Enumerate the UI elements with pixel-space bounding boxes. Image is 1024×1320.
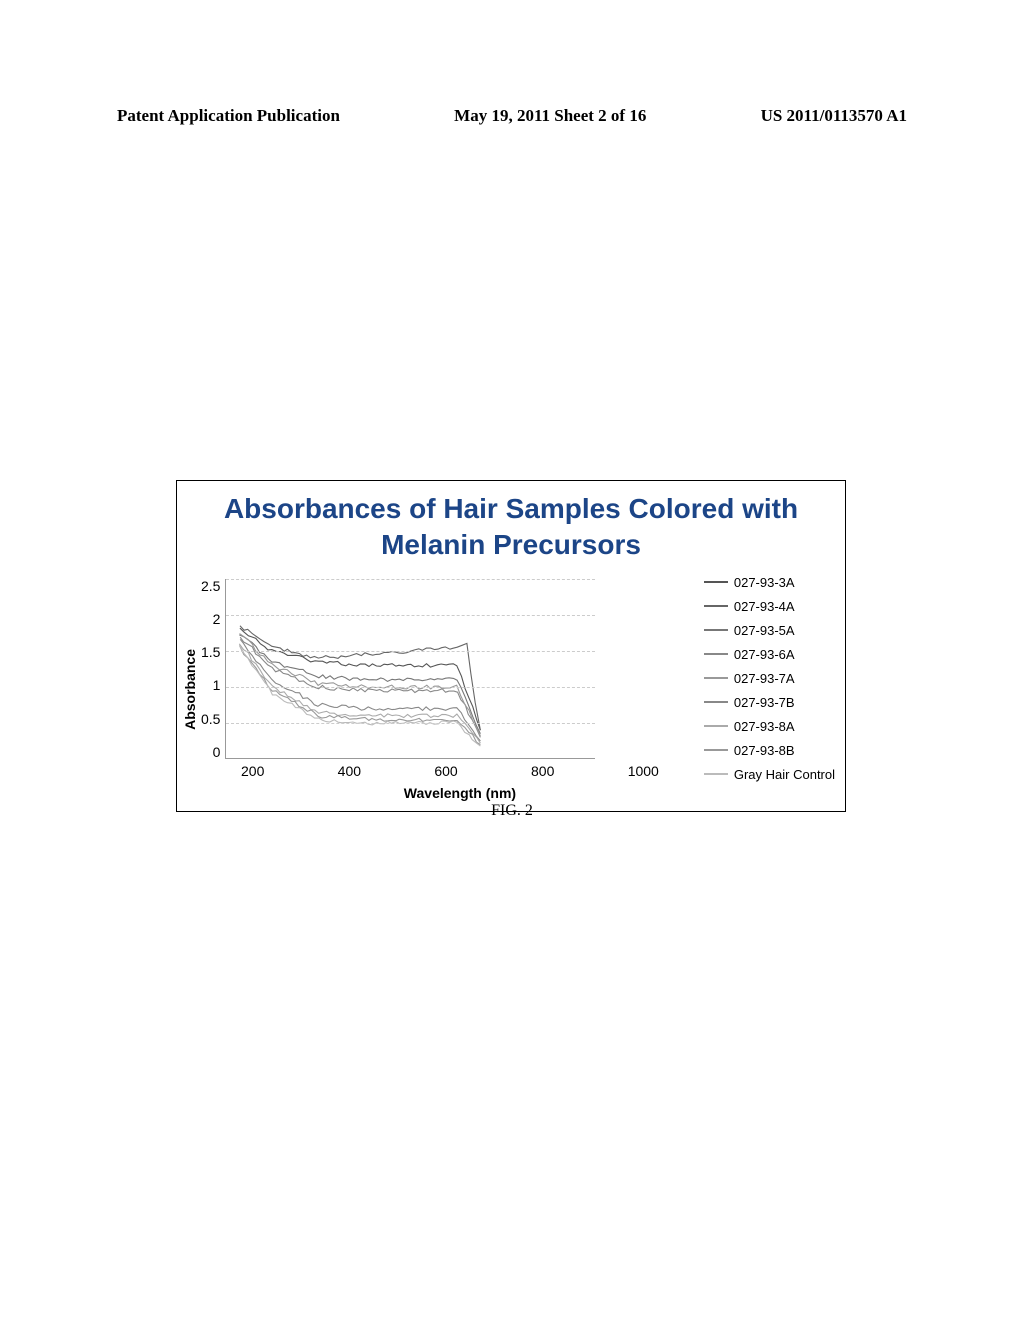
chart-ylabel: Absorbance bbox=[182, 649, 198, 730]
legend-swatch bbox=[704, 677, 728, 679]
legend-item: 027-93-4A bbox=[704, 599, 835, 614]
x-axis-ticks: 200 400 600 800 1000 bbox=[201, 763, 689, 779]
legend-label: 027-93-5A bbox=[734, 623, 795, 638]
legend-label: 027-93-8B bbox=[734, 743, 795, 758]
xtick: 200 bbox=[241, 763, 264, 779]
chart-title: Absorbances of Hair Samples Colored with… bbox=[177, 481, 845, 579]
chart-legend: 027-93-3A 027-93-4A 027-93-5A 027-93-6A 027-… bbox=[689, 575, 840, 801]
legend-item: 027-93-8A bbox=[704, 719, 835, 734]
header-publication-type: Patent Application Publication bbox=[117, 106, 340, 126]
ytick: 1 bbox=[213, 678, 221, 692]
xtick: 600 bbox=[434, 763, 457, 779]
legend-item: 027-93-7B bbox=[704, 695, 835, 710]
ytick: 0 bbox=[213, 745, 221, 759]
data-series-line bbox=[240, 635, 481, 734]
gridline bbox=[226, 687, 595, 688]
legend-swatch bbox=[704, 581, 728, 583]
chart-xlabel: Wavelength (nm) bbox=[201, 785, 689, 801]
legend-swatch bbox=[704, 749, 728, 751]
legend-item: 027-93-6A bbox=[704, 647, 835, 662]
legend-label: 027-93-4A bbox=[734, 599, 795, 614]
header-application-number: US 2011/0113570 A1 bbox=[761, 106, 907, 126]
data-series-line bbox=[240, 646, 481, 746]
legend-label: 027-93-8A bbox=[734, 719, 795, 734]
plot-area bbox=[225, 579, 595, 759]
legend-item: 027-93-5A bbox=[704, 623, 835, 638]
figure-container: Absorbances of Hair Samples Colored with… bbox=[176, 480, 846, 812]
legend-label: 027-93-6A bbox=[734, 647, 795, 662]
xtick: 800 bbox=[531, 763, 554, 779]
page-header: Patent Application Publication May 19, 2… bbox=[117, 106, 907, 126]
gridline bbox=[226, 651, 595, 652]
legend-item: 027-93-7A bbox=[704, 671, 835, 686]
ytick: 0.5 bbox=[201, 712, 220, 726]
y-axis-ticks: 2.5 2 1.5 1 0.5 0 bbox=[201, 579, 225, 759]
gridline bbox=[226, 615, 595, 616]
gridline bbox=[226, 723, 595, 724]
legend-swatch bbox=[704, 725, 728, 727]
xtick: 400 bbox=[338, 763, 361, 779]
plot-svg bbox=[226, 579, 596, 759]
legend-swatch bbox=[704, 629, 728, 631]
legend-swatch bbox=[704, 701, 728, 703]
data-series-line bbox=[241, 639, 481, 741]
gridline bbox=[226, 579, 595, 580]
legend-item: 027-93-8B bbox=[704, 743, 835, 758]
legend-label: 027-93-7B bbox=[734, 695, 795, 710]
header-date-sheet: May 19, 2011 Sheet 2 of 16 bbox=[454, 106, 646, 126]
data-series-line bbox=[240, 644, 481, 743]
ytick: 2.5 bbox=[201, 579, 220, 593]
xtick: 1000 bbox=[628, 763, 659, 779]
legend-swatch bbox=[704, 605, 728, 607]
legend-item: Gray Hair Control bbox=[704, 767, 835, 782]
ytick: 1.5 bbox=[201, 645, 220, 659]
legend-label: 027-93-7A bbox=[734, 671, 795, 686]
legend-item: 027-93-3A bbox=[704, 575, 835, 590]
ytick: 2 bbox=[213, 612, 221, 626]
legend-label: 027-93-3A bbox=[734, 575, 795, 590]
chart-y-axis-label-wrap: Absorbance bbox=[182, 579, 201, 801]
legend-swatch bbox=[704, 653, 728, 655]
plot-wrapper: 2.5 2 1.5 1 0.5 0 200 400 600 800 1000 bbox=[201, 579, 689, 801]
figure-caption: FIG. 2 bbox=[0, 802, 1024, 820]
legend-label: Gray Hair Control bbox=[734, 767, 835, 782]
chart-area: Absorbance 2.5 2 1.5 1 0.5 0 200 bbox=[177, 579, 845, 811]
legend-swatch bbox=[704, 773, 728, 775]
